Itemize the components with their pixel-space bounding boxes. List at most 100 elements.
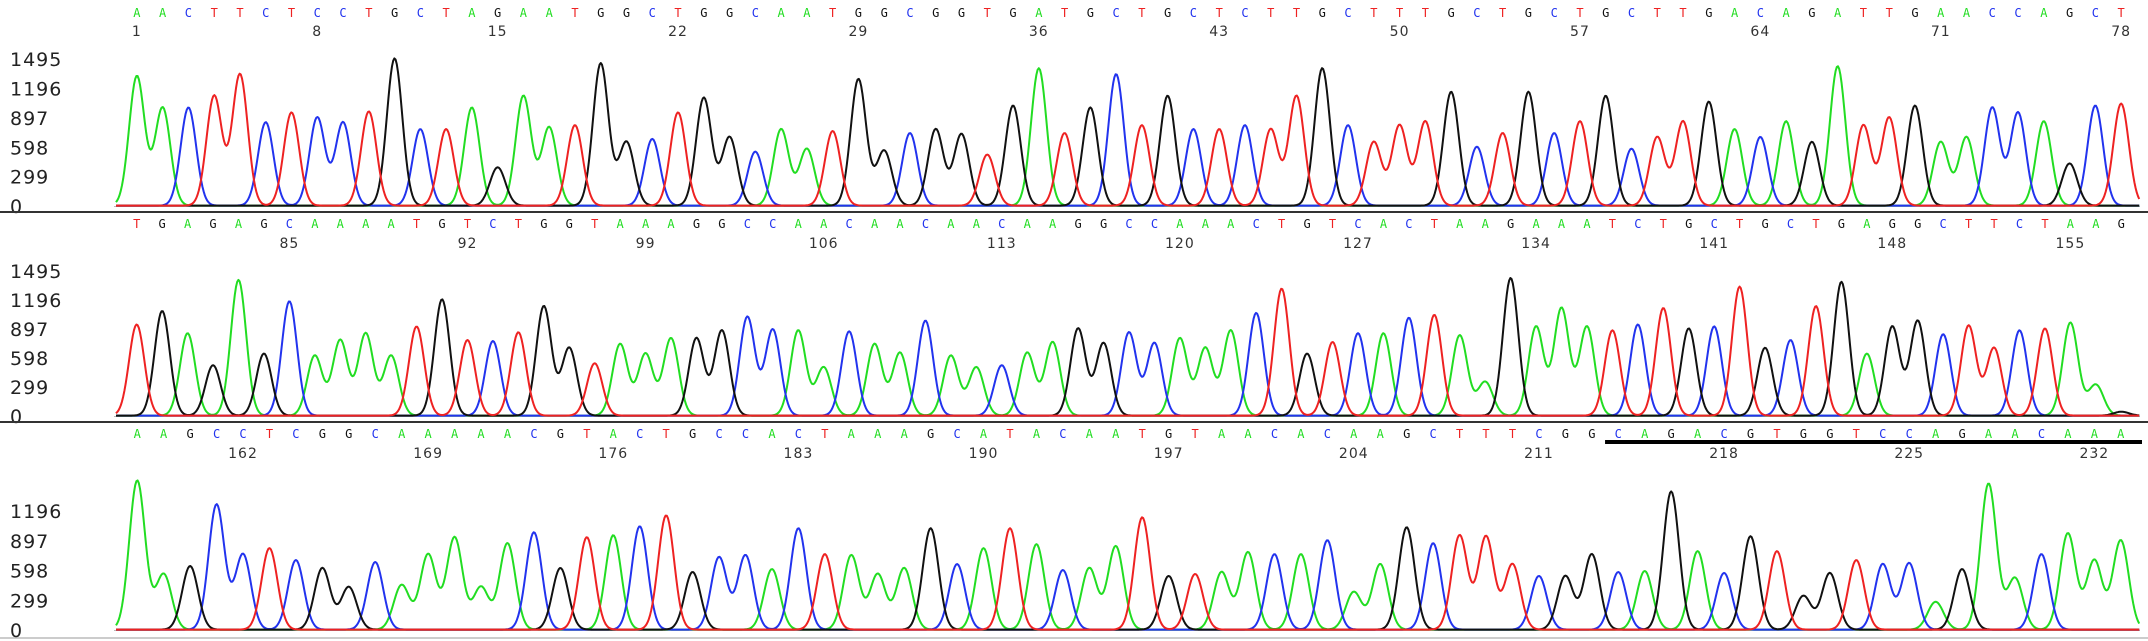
position-label: 36 <box>1029 24 1049 40</box>
base-call: G <box>1164 6 1171 20</box>
base-call: T <box>591 217 598 231</box>
track-3: 1196 897 598 299 0 A A G C C T C G G C A A A A A C G T A C T G C C A C… <box>10 427 2142 641</box>
base-call: G <box>1826 427 1833 441</box>
base-call: A <box>1731 6 1739 20</box>
base-call: C <box>213 427 220 441</box>
base-call: G <box>1165 427 1172 441</box>
base-call: C <box>314 6 321 20</box>
base-call: G <box>1507 217 1514 231</box>
base-call: G <box>700 6 707 20</box>
base-call: G <box>2118 217 2125 231</box>
position-label: 183 <box>784 446 814 462</box>
position-label: 120 <box>1165 236 1195 252</box>
base-call: G <box>1303 217 1310 231</box>
base-call: G <box>209 217 216 231</box>
base-call: C <box>752 6 759 20</box>
position-label: 141 <box>1699 236 1729 252</box>
y-tick-label: 1196 <box>10 290 62 312</box>
base-call: T <box>1431 217 1438 231</box>
base-call: A <box>1202 217 1210 231</box>
base-call: G <box>1808 6 1815 20</box>
base-call: G <box>1319 6 1326 20</box>
base-call: T <box>1654 6 1661 20</box>
base-call: A <box>1244 427 1252 441</box>
base-call: T <box>133 217 140 231</box>
base-call: A <box>2040 6 2048 20</box>
base-call: A <box>874 427 882 441</box>
base-call: A <box>311 217 319 231</box>
base-call: G <box>1911 6 1918 20</box>
base-call: C <box>372 427 379 441</box>
trace-a <box>115 65 2140 207</box>
base-call: C <box>1711 217 1718 231</box>
position-label: 8 <box>312 24 322 40</box>
base-call: T <box>413 217 420 231</box>
base-call: C <box>262 6 269 20</box>
position-label: 211 <box>1524 446 1554 462</box>
base-call: T <box>1329 217 1336 231</box>
base-call: C <box>1324 427 1331 441</box>
base-call: T <box>1370 6 1377 20</box>
base-call: C <box>636 427 643 441</box>
base-call: C <box>1989 6 1996 20</box>
y-tick-label: 897 <box>10 531 49 553</box>
base-call: A <box>388 217 396 231</box>
base-call: T <box>1293 6 1300 20</box>
base-call: A <box>160 427 168 441</box>
position-label: 190 <box>969 446 999 462</box>
base-call: C <box>1906 427 1913 441</box>
base-call: A <box>768 427 776 441</box>
base-call: A <box>1782 6 1790 20</box>
base-call: A <box>1863 217 1871 231</box>
base-call: C <box>239 427 246 441</box>
base-call: G <box>494 6 501 20</box>
position-label: 85 <box>279 236 299 252</box>
base-call: C <box>1241 6 1248 20</box>
base-call: G <box>855 6 862 20</box>
trace-c <box>116 73 2140 207</box>
base-call: G <box>1588 427 1595 441</box>
base-call: C <box>417 6 424 20</box>
trace-a <box>116 278 2140 417</box>
base-call: T <box>1267 6 1274 20</box>
base-call: C <box>1125 217 1132 231</box>
base-call: G <box>187 427 194 441</box>
base-call: C <box>1271 427 1278 441</box>
base-call: A <box>1350 427 1358 441</box>
base-call: A <box>1227 217 1235 231</box>
trace-g <box>116 57 2140 207</box>
base-call: A <box>398 427 406 441</box>
base-call: T <box>674 6 681 20</box>
base-call: T <box>288 6 295 20</box>
base-call: G <box>1602 6 1609 20</box>
base-call: T <box>1139 427 1146 441</box>
base-call: T <box>1192 427 1199 441</box>
base-call: C <box>998 217 1005 231</box>
position-label: 169 <box>413 446 443 462</box>
base-call: C <box>1940 217 1947 231</box>
y-tick-label: 897 <box>10 108 49 130</box>
base-call: T <box>1660 217 1667 231</box>
base-call: C <box>1059 427 1066 441</box>
base-call: A <box>1482 217 1490 231</box>
base-call: A <box>1532 217 1540 231</box>
base-call: A <box>235 217 243 231</box>
base-call: G <box>566 217 573 231</box>
position-label: 204 <box>1339 446 1369 462</box>
y-tick-label: 598 <box>10 348 49 370</box>
position-label: 106 <box>809 236 839 252</box>
base-call: T <box>365 6 372 20</box>
base-call: C <box>489 217 496 231</box>
position-label: 57 <box>1570 24 1590 40</box>
position-label: 218 <box>1709 446 1739 462</box>
y-tick-label: 1495 <box>10 261 62 283</box>
base-call: C <box>292 427 299 441</box>
base-call: T <box>2041 217 2048 231</box>
base-call: T <box>1216 6 1223 20</box>
base-call: A <box>795 217 803 231</box>
y-tick-label: 598 <box>10 137 49 159</box>
position-label: 22 <box>668 24 688 40</box>
base-call: G <box>623 6 630 20</box>
position-label: 43 <box>1209 24 1229 40</box>
